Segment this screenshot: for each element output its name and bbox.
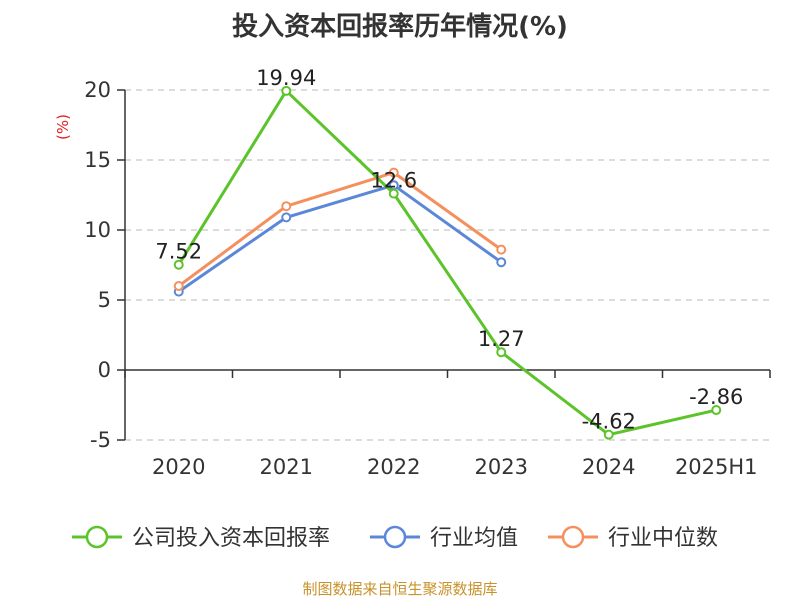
chart-title: 投入资本回报率历年情况(%) <box>232 12 568 42</box>
grid-layer <box>125 89 770 441</box>
data-point <box>496 244 507 255</box>
legend-item[interactable]: 行业中位数 <box>548 525 718 551</box>
legend-item[interactable]: 行业均值 <box>370 525 518 551</box>
x-tick-label: 2024 <box>582 455 635 479</box>
legend-marker <box>383 525 407 549</box>
legend-label: 行业中位数 <box>608 526 718 551</box>
legend-marker <box>85 525 109 549</box>
data-point <box>281 212 292 223</box>
series-layer <box>173 85 722 440</box>
y-tick-label: 5 <box>98 288 111 312</box>
data-point <box>496 347 507 358</box>
data-point <box>388 167 399 178</box>
x-tick-label: 2025H1 <box>675 455 758 479</box>
data-point <box>603 429 614 440</box>
data-point <box>281 201 292 212</box>
y-tick-label: -5 <box>90 428 111 452</box>
data-label: 1.27 <box>478 327 525 351</box>
y-tick-label: 15 <box>84 148 111 172</box>
data-point <box>281 85 292 96</box>
series-line <box>177 171 503 288</box>
x-tick-label: 2023 <box>475 455 528 479</box>
data-label: 19.94 <box>256 66 316 90</box>
series-line <box>177 183 503 293</box>
data-point <box>173 281 184 291</box>
legend-label: 行业均值 <box>430 526 518 551</box>
data-label: 12.6 <box>370 169 417 193</box>
x-tick-label: 2022 <box>367 455 420 479</box>
data-source-note: 制图数据来自恒生聚源数据库 <box>302 580 498 598</box>
data-point <box>711 405 722 416</box>
y-axis-label: (%) <box>54 114 72 140</box>
y-tick-label: 20 <box>84 78 111 102</box>
data-labels-layer: 7.52 19.94 12.6 1.27 -4.62 -2.86 <box>155 66 743 434</box>
data-point <box>173 259 184 270</box>
x-tick-label: 2021 <box>260 455 313 479</box>
legend-label: 公司投入资本回报率 <box>132 526 330 551</box>
legend-item[interactable]: 公司投入资本回报率 <box>72 525 330 551</box>
legend[interactable]: 公司投入资本回报率 行业均值 行业中位数 <box>72 525 718 551</box>
data-label: 7.52 <box>155 240 202 264</box>
data-label: -2.86 <box>689 385 743 409</box>
data-label: -4.62 <box>582 410 636 434</box>
legend-marker <box>561 525 585 549</box>
y-tick-label: 0 <box>98 358 111 382</box>
data-point <box>388 188 399 199</box>
y-tick-label: 10 <box>84 218 111 242</box>
data-point <box>496 257 507 268</box>
series-line <box>177 89 717 437</box>
x-tick-label: 2020 <box>152 455 205 479</box>
